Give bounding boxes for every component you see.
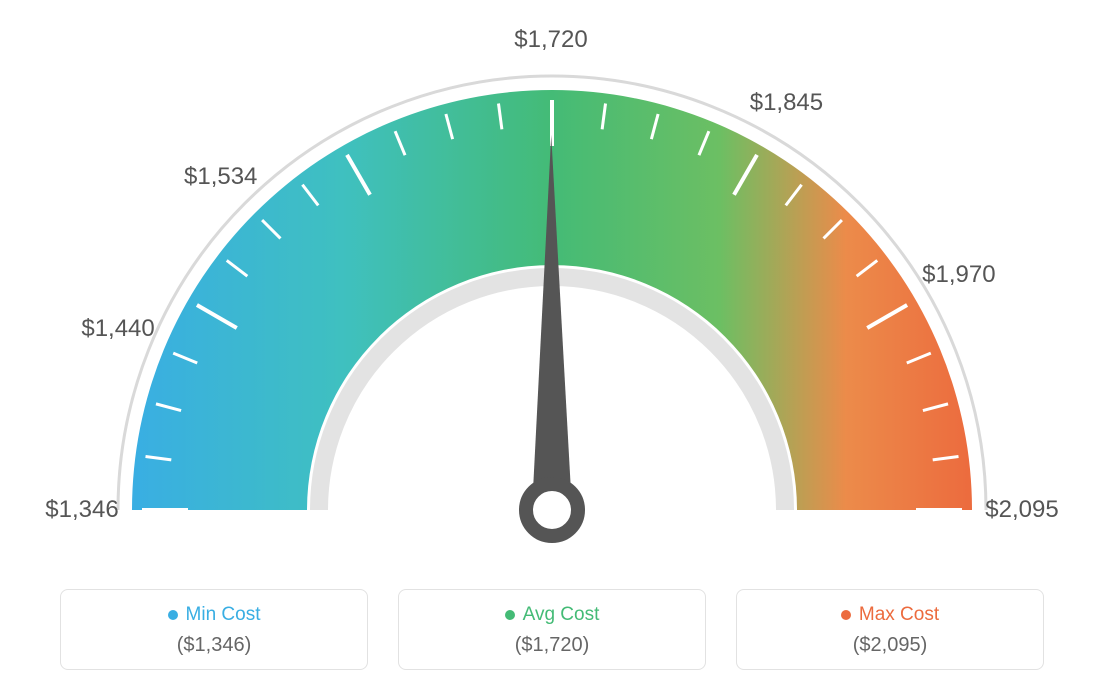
gauge-chart-container: $1,346 $1,440 $1,534 $1,720 $1,845 $1,970 $2,0… <box>0 0 1104 690</box>
legend-row: Min Cost ($1,346) Avg Cost ($1,720) Max … <box>60 589 1044 670</box>
tick-label: $2,095 <box>985 496 1058 524</box>
tick-label: $1,720 <box>514 26 587 54</box>
legend-card-max: Max Cost ($2,095) <box>736 589 1044 670</box>
legend-label-avg: Avg Cost <box>523 604 600 626</box>
dot-avg <box>505 610 515 620</box>
dot-min <box>168 610 178 620</box>
legend-label-min: Min Cost <box>186 604 261 626</box>
tick-label: $1,970 <box>922 261 995 289</box>
tick-label: $1,534 <box>184 163 257 191</box>
tick-label: $1,440 <box>81 315 154 343</box>
legend-title-min: Min Cost <box>168 604 261 626</box>
legend-value-avg: ($1,720) <box>409 634 695 657</box>
legend-title-max: Max Cost <box>841 604 939 626</box>
tick-label: $1,346 <box>45 496 118 524</box>
legend-title-avg: Avg Cost <box>505 604 600 626</box>
legend-value-min: ($1,346) <box>71 634 357 657</box>
tick-label: $1,845 <box>750 89 823 117</box>
legend-value-max: ($2,095) <box>747 634 1033 657</box>
legend-card-min: Min Cost ($1,346) <box>60 589 368 670</box>
legend-label-max: Max Cost <box>859 604 939 626</box>
dot-max <box>841 610 851 620</box>
gauge-area: $1,346 $1,440 $1,534 $1,720 $1,845 $1,970 $2,0… <box>0 0 1104 560</box>
legend-card-avg: Avg Cost ($1,720) <box>398 589 706 670</box>
